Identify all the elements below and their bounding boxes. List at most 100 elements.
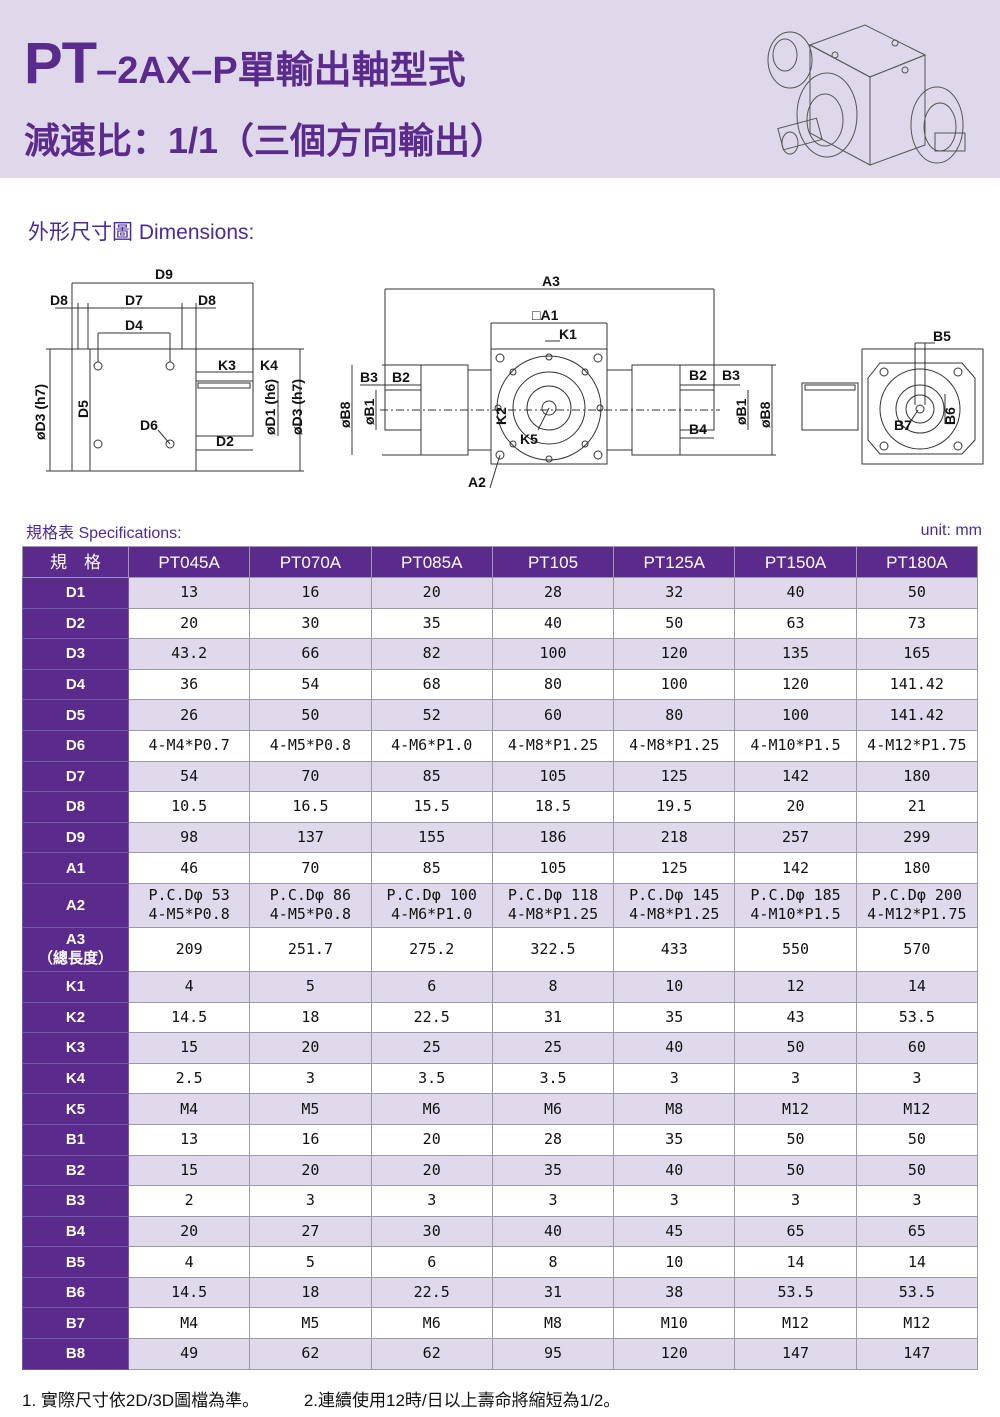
table-cell: 3 bbox=[613, 1185, 736, 1217]
table-cell: 98 bbox=[127, 821, 251, 854]
table-cell: 14 bbox=[734, 1246, 857, 1278]
table-cell: 62 bbox=[370, 1338, 493, 1370]
table-cell: 15 bbox=[127, 1154, 251, 1187]
table-cell: 4-M6*P1.0 bbox=[370, 729, 493, 762]
table-cell: 25 bbox=[491, 1032, 615, 1064]
model-header: PT125A bbox=[613, 546, 736, 578]
label-b8: øB8 bbox=[337, 401, 353, 428]
table-cell: 4 bbox=[127, 970, 251, 1003]
table-cell: 30 bbox=[249, 607, 372, 640]
table-cell: 5 bbox=[249, 1246, 372, 1278]
table-cell: 50 bbox=[249, 699, 372, 731]
model-header: PT045A bbox=[127, 546, 251, 578]
table-cell: M12 bbox=[855, 1093, 979, 1125]
table-cell: 21 bbox=[855, 791, 979, 823]
table-cell: 15 bbox=[127, 1032, 251, 1064]
table-row: A2 P.C.Dφ 53 4-M5*P0.8 P.C.Dφ 86 4-M5*P0.8… bbox=[22, 882, 979, 928]
table-cell: 8 bbox=[491, 970, 615, 1003]
table-cell: 186 bbox=[491, 821, 615, 854]
table-cell: 31 bbox=[491, 1001, 615, 1034]
table-cell: M4 bbox=[127, 1307, 251, 1340]
table-cell: P.C.Dφ 185 4-M10*P1.5 bbox=[734, 882, 857, 928]
table-cell: 85 bbox=[370, 760, 493, 793]
table-row: D3 43.2 66 82 100 120 135 165 bbox=[22, 638, 979, 670]
table-cell: 28 bbox=[491, 1123, 615, 1156]
table-cell: 120 bbox=[613, 1338, 736, 1370]
table-cell: 18.5 bbox=[491, 791, 615, 823]
table-cell: 18 bbox=[249, 1276, 372, 1309]
table-cell: 433 bbox=[613, 926, 736, 972]
table-cell: 105 bbox=[491, 760, 615, 793]
table-cell: P.C.Dφ 53 4-M5*P0.8 bbox=[127, 882, 251, 928]
row-label: B6 bbox=[22, 1276, 129, 1309]
label-k2: K2 bbox=[493, 407, 509, 425]
table-cell: P.C.Dφ 100 4-M6*P1.0 bbox=[370, 882, 493, 928]
row-label: B7 bbox=[22, 1307, 129, 1340]
table-cell: 66 bbox=[249, 638, 372, 670]
label-b3: B3 bbox=[722, 367, 740, 383]
label-b1: øB1 bbox=[361, 398, 377, 425]
table-cell: P.C.Dφ 86 4-M5*P0.8 bbox=[249, 882, 372, 928]
table-cell: 50 bbox=[855, 1123, 979, 1156]
row-label: B4 bbox=[22, 1215, 129, 1248]
table-cell: 54 bbox=[249, 668, 372, 701]
unit-label: unit: mm bbox=[920, 522, 982, 539]
page-subtitle: 減速比：1/1（三個方向輸出） bbox=[24, 120, 507, 161]
table-cell: 20 bbox=[370, 1154, 493, 1187]
label-k5: K5 bbox=[520, 431, 538, 447]
table-cell: 16 bbox=[249, 1123, 372, 1156]
label-d7: D7 bbox=[125, 292, 143, 308]
table-cell: 53.5 bbox=[734, 1276, 857, 1309]
row-label: K3 bbox=[22, 1032, 129, 1064]
row-label: B3 bbox=[22, 1185, 129, 1217]
specifications-heading: 規格表 Specifications: bbox=[26, 525, 182, 542]
table-cell: 20 bbox=[734, 791, 857, 823]
row-label: A1 bbox=[22, 852, 129, 884]
table-cell: M6 bbox=[370, 1093, 493, 1125]
table-cell: 43 bbox=[734, 1001, 857, 1034]
table-row: K3 15 20 25 25 40 50 60 bbox=[22, 1032, 979, 1064]
table-cell: 30 bbox=[370, 1215, 493, 1248]
table-cell: 8 bbox=[491, 1246, 615, 1278]
table-cell: 105 bbox=[491, 852, 615, 884]
table-cell: M5 bbox=[249, 1093, 372, 1125]
table-cell: 80 bbox=[491, 668, 615, 701]
label-d3: øD3 (h7) bbox=[289, 379, 305, 435]
table-row: K4 2.5 3 3.5 3.5 3 3 3 bbox=[22, 1062, 979, 1095]
table-cell: 3 bbox=[613, 1062, 736, 1095]
table-cell: 3 bbox=[734, 1062, 857, 1095]
title-rest: –2AX–P單輸出軸型式 bbox=[96, 50, 466, 92]
table-cell: M12 bbox=[734, 1093, 857, 1125]
table-cell: 52 bbox=[370, 699, 493, 731]
table-cell: M12 bbox=[734, 1307, 857, 1340]
table-cell: 299 bbox=[855, 821, 979, 854]
table-cell: 4-M10*P1.5 bbox=[734, 729, 857, 762]
label-b4: B4 bbox=[689, 421, 707, 437]
table-cell: 570 bbox=[855, 926, 979, 972]
label-k3: K3 bbox=[218, 357, 236, 373]
row-label: A3 （總長度） bbox=[22, 926, 129, 972]
table-cell: 100 bbox=[613, 668, 736, 701]
table-cell: 165 bbox=[855, 638, 979, 670]
row-label: D9 bbox=[22, 821, 129, 854]
row-label: K1 bbox=[22, 970, 129, 1003]
table-cell: 100 bbox=[491, 638, 615, 670]
table-cell: 25 bbox=[370, 1032, 493, 1064]
table-cell: 85 bbox=[370, 852, 493, 884]
table-cell: 322.5 bbox=[491, 926, 615, 972]
table-cell: 45 bbox=[613, 1215, 736, 1248]
table-row: B2 15 20 20 35 40 50 50 bbox=[22, 1154, 979, 1187]
table-cell: 62 bbox=[249, 1338, 372, 1370]
table-cell: 50 bbox=[613, 607, 736, 640]
table-row: D8 10.5 16.5 15.5 18.5 19.5 20 21 bbox=[22, 791, 979, 823]
table-cell: 27 bbox=[249, 1215, 372, 1248]
table-row: B4 20 27 30 40 45 65 65 bbox=[22, 1215, 979, 1248]
label-b1: øB1 bbox=[733, 398, 749, 425]
table-cell: 50 bbox=[734, 1154, 857, 1187]
row-label: D1 bbox=[22, 577, 129, 609]
table-cell: 3 bbox=[855, 1062, 979, 1095]
label-b2: B2 bbox=[392, 369, 410, 385]
table-cell: 3 bbox=[734, 1185, 857, 1217]
table-cell: 35 bbox=[370, 607, 493, 640]
